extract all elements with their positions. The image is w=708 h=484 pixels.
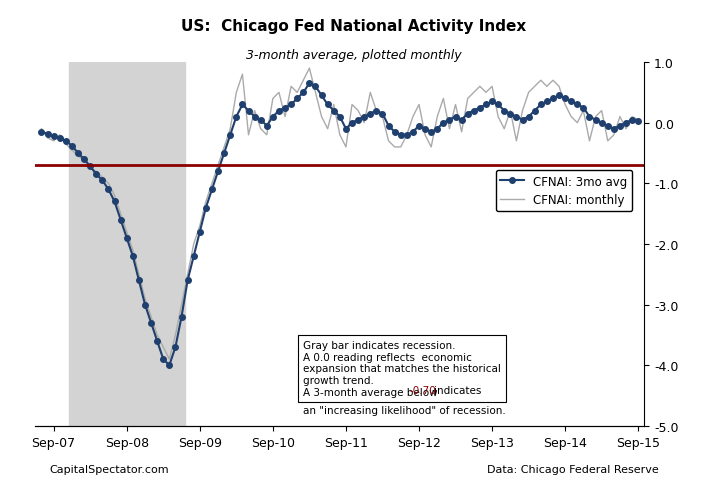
CFNAI: monthly: (79, 0.2): monthly: (79, 0.2) (518, 108, 527, 114)
CFNAI: 3mo avg: (21, -4): 3mo avg: (21, -4) (165, 363, 173, 368)
CFNAI: monthly: (27, -1.3): monthly: (27, -1.3) (202, 199, 210, 205)
CFNAI: monthly: (0, -0.1): monthly: (0, -0.1) (38, 127, 46, 133)
CFNAI: 3mo avg: (27, -1.4): 3mo avg: (27, -1.4) (202, 205, 210, 211)
CFNAI: 3mo avg: (31, -0.2): 3mo avg: (31, -0.2) (226, 133, 234, 138)
Text: -0.70: -0.70 (410, 385, 437, 395)
Text: Gray bar indicates recession.
A 0.0 reading reflects  economic
expansion that ma: Gray bar indicates recession. A 0.0 read… (303, 341, 501, 397)
CFNAI: 3mo avg: (51, 0): 3mo avg: (51, 0) (348, 121, 356, 126)
CFNAI: monthly: (51, 0.3): monthly: (51, 0.3) (348, 103, 356, 108)
CFNAI: 3mo avg: (44, 0.65): 3mo avg: (44, 0.65) (305, 81, 314, 87)
Text: US:  Chicago Fed National Activity Index: US: Chicago Fed National Activity Index (181, 19, 527, 34)
Text: Data: Chicago Federal Reserve: Data: Chicago Federal Reserve (486, 464, 658, 474)
CFNAI: monthly: (21, -3.9): monthly: (21, -3.9) (165, 356, 173, 362)
CFNAI: monthly: (98, 0.05): monthly: (98, 0.05) (634, 118, 642, 123)
Text: indicates: indicates (434, 385, 481, 395)
Legend: CFNAI: 3mo avg, CFNAI: monthly: CFNAI: 3mo avg, CFNAI: monthly (496, 170, 632, 212)
CFNAI: 3mo avg: (98, 0.03): 3mo avg: (98, 0.03) (634, 119, 642, 124)
Line: CFNAI: 3mo avg: CFNAI: 3mo avg (39, 81, 641, 368)
CFNAI: 3mo avg: (0, -0.15): 3mo avg: (0, -0.15) (38, 130, 46, 136)
Bar (69, 63, 185, 426)
CFNAI: monthly: (44, 0.9): monthly: (44, 0.9) (305, 66, 314, 72)
Text: an "increasing likelihood" of recession.: an "increasing likelihood" of recession. (303, 405, 506, 415)
CFNAI: monthly: (54, 0.5): monthly: (54, 0.5) (366, 91, 375, 96)
Text: 3-month average, plotted monthly: 3-month average, plotted monthly (246, 48, 462, 61)
CFNAI: 3mo avg: (79, 0.05): 3mo avg: (79, 0.05) (518, 118, 527, 123)
Line: CFNAI: monthly: CFNAI: monthly (42, 69, 638, 359)
Text: CapitalSpectator.com: CapitalSpectator.com (50, 464, 169, 474)
CFNAI: 3mo avg: (24, -2.6): 3mo avg: (24, -2.6) (183, 278, 192, 284)
CFNAI: 3mo avg: (54, 0.15): 3mo avg: (54, 0.15) (366, 111, 375, 117)
CFNAI: monthly: (24, -2.5): monthly: (24, -2.5) (183, 272, 192, 278)
CFNAI: monthly: (31, -0.1): monthly: (31, -0.1) (226, 127, 234, 133)
